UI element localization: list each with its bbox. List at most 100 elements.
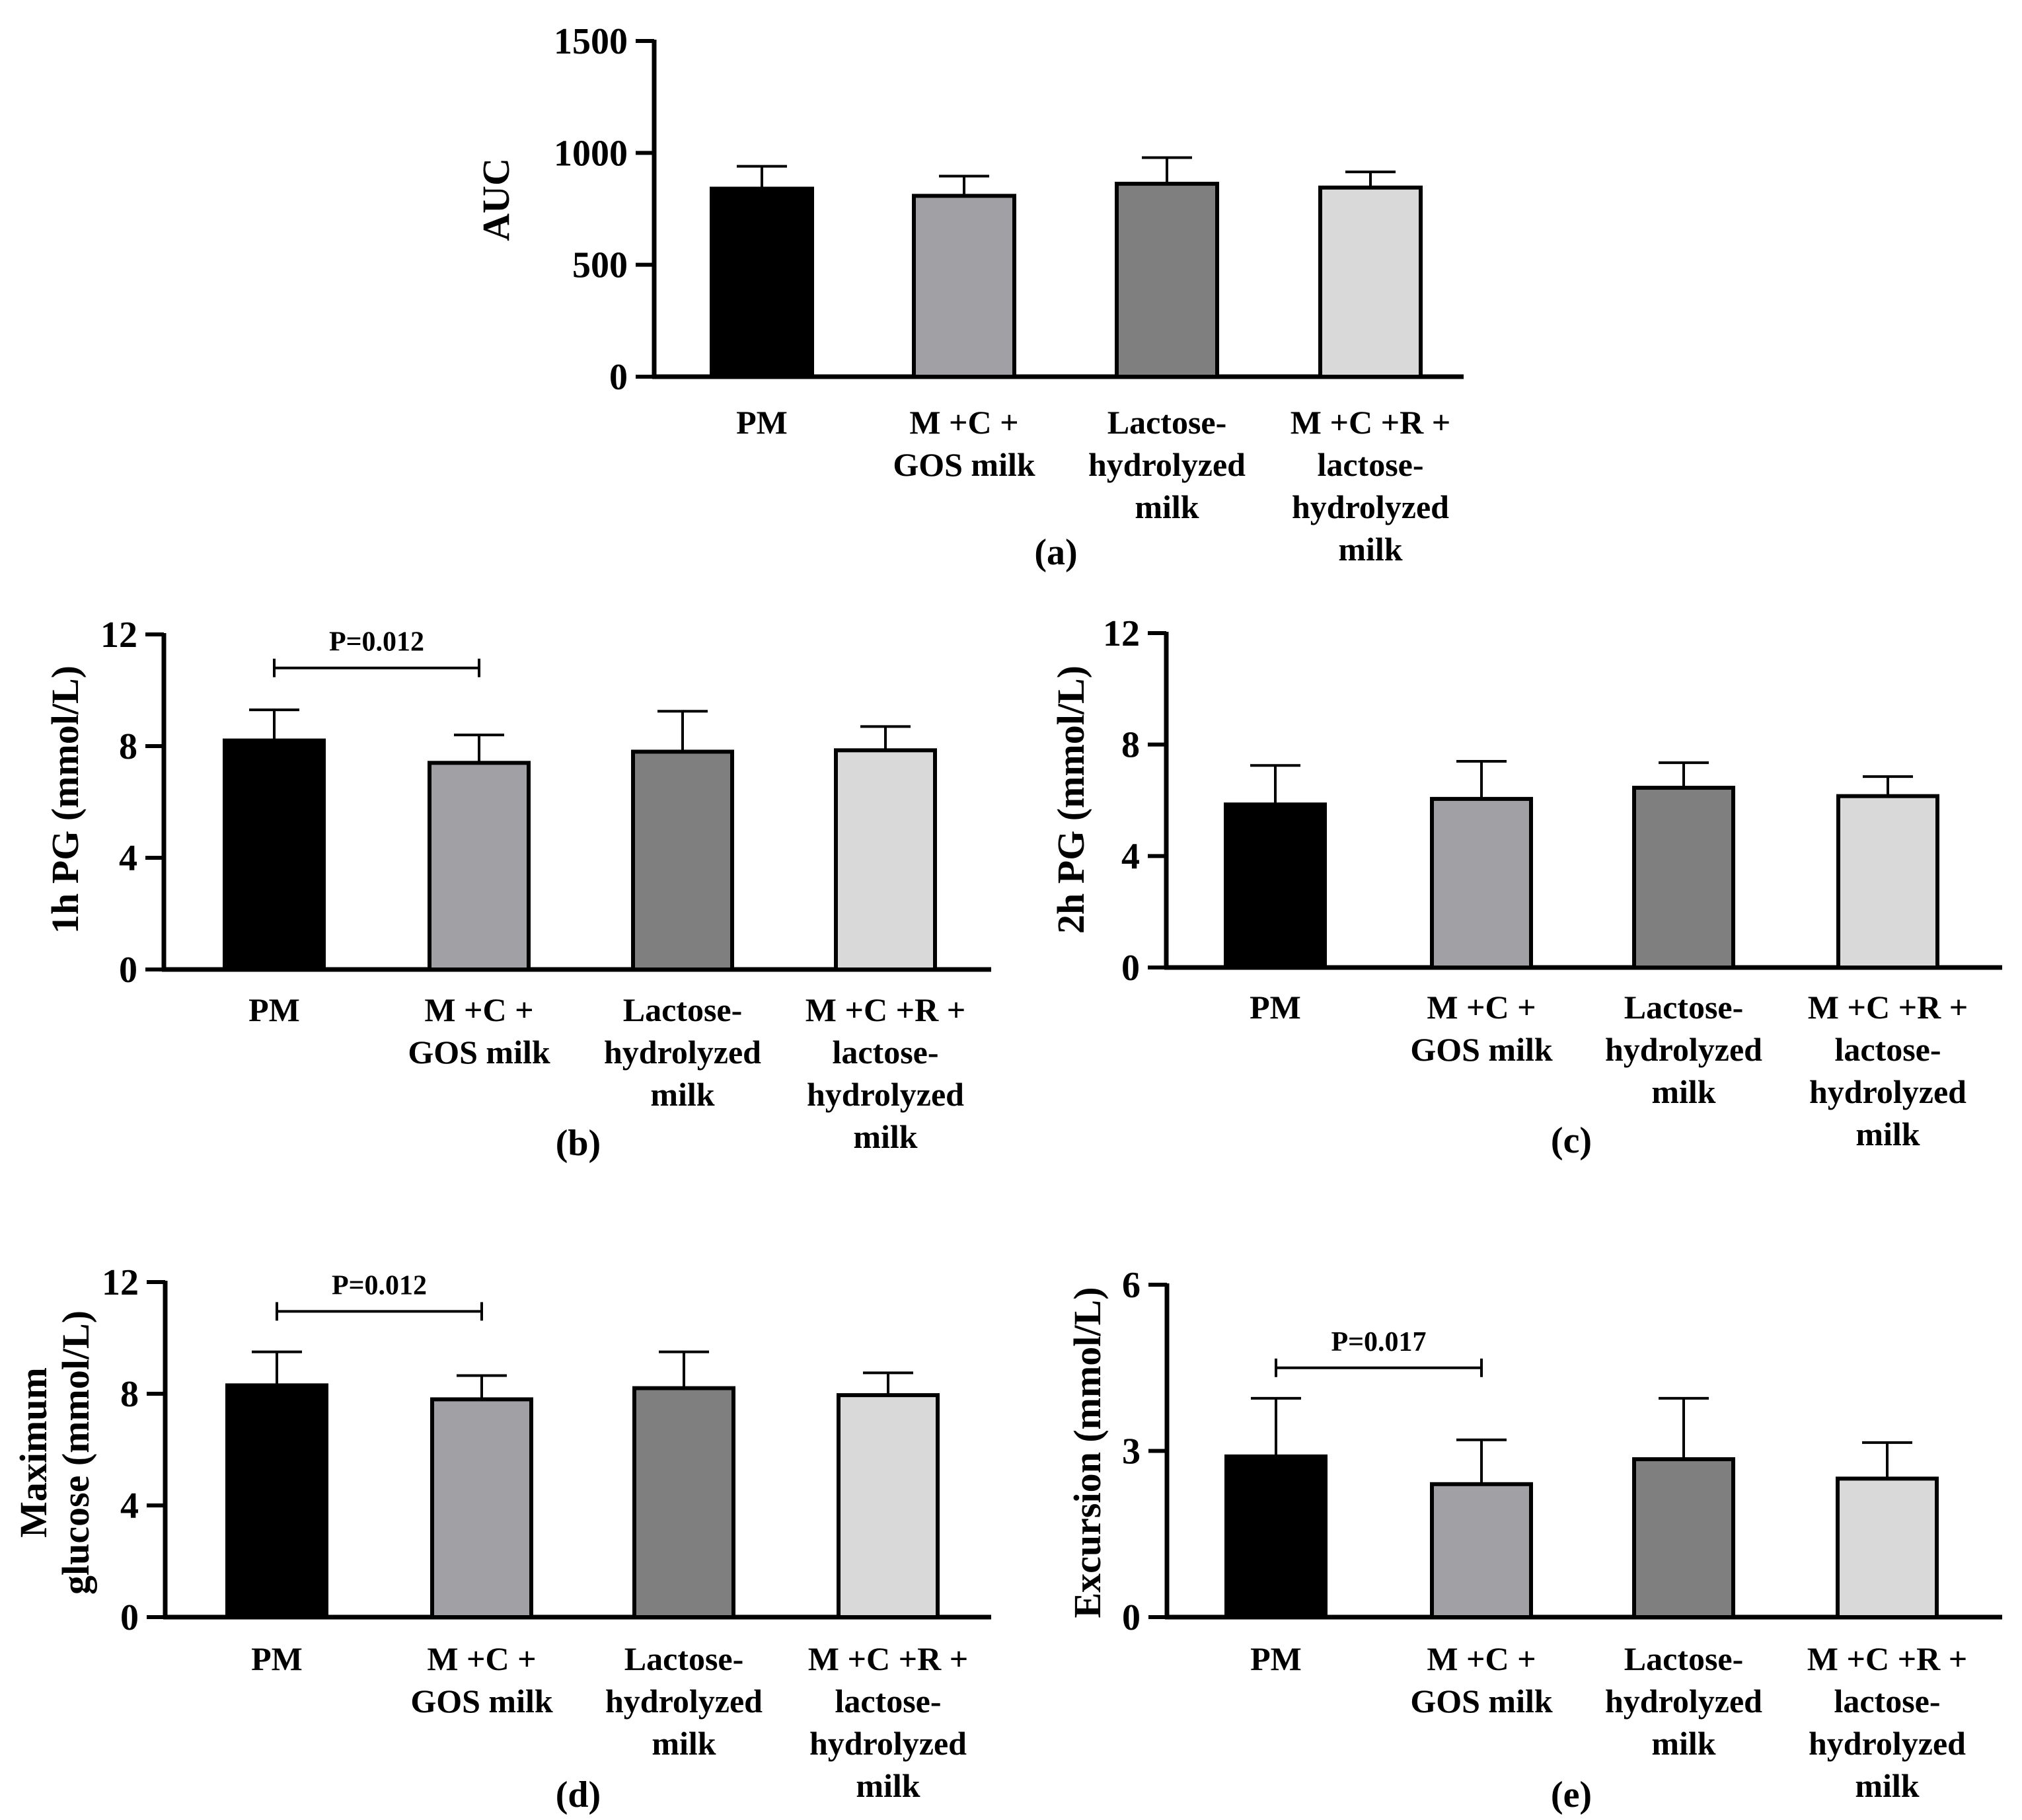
y-axis-title-line: AUC [474,158,517,241]
category-label-line: milk [1855,1767,1919,1804]
significance-label: P=0.012 [329,627,424,658]
y-axis-title-line: 1h PG (mmol/L) [44,665,87,934]
bar [1836,794,1939,970]
category-label-line: Lactose- [1107,404,1227,441]
category-label: PM [1250,989,1301,1026]
significance-label: P=0.017 [1331,1327,1426,1357]
category-label: Lactose-hydrolyzed milk [1605,989,1762,1110]
category-label: Lactose-hydrolyzed milk [605,1640,763,1762]
category-label-line: hydrolyzed [1605,1031,1762,1068]
bar [223,738,326,972]
category-label: M +C +R + lactose-hydrolyzed milk [805,991,965,1155]
category-label: Lactose-hydrolyzed milk [604,991,761,1113]
bar [1836,1476,1939,1620]
bar [225,1383,328,1619]
y-tick-label: 0 [1121,948,1140,989]
y-axis-title: Excursion (mmol/L) [1066,1287,1109,1618]
y-tick-label: 8 [1121,725,1140,766]
bar [834,748,937,972]
significance-label: P=0.012 [332,1270,427,1301]
y-axis-title-line: 2h PG (mmol/L) [1049,665,1092,934]
category-label-line: PM [736,404,788,441]
category-label-line: GOS milk [408,1034,550,1071]
category-label-line: milk [856,1767,920,1804]
category-label-line: milk [1338,531,1402,568]
y-tick-label: 8 [119,726,137,767]
bar [1430,1482,1533,1620]
category-label: Lactose-hydrolyzed milk [1088,404,1246,525]
category-label-line: M +C +R + [805,991,965,1028]
category-label-line: PM [1250,989,1301,1026]
category-label-line: milk [1651,1725,1715,1762]
panel-label: (c) [1551,1120,1592,1161]
category-label: M +C + GOS milk [408,991,550,1071]
category-label-line: Lactose- [623,991,743,1028]
category-label: PM [248,991,300,1028]
category-label: PM [1250,1640,1302,1677]
category-label-line: M +C + [427,1640,536,1677]
bar [1224,802,1327,969]
bar [1115,182,1219,379]
category-label-line: hydrolyzed [1605,1683,1762,1720]
category-label-line: M +C + [1427,989,1536,1026]
category-label-line: M +C +R + [1291,404,1450,441]
y-tick-label: 1500 [554,21,628,62]
bar [430,1397,533,1619]
category-label-line: milk [650,1076,714,1113]
y-tick-label: 12 [1103,613,1140,654]
category-label-line: M +C +R + [808,1640,968,1677]
category-label-line: lactose- [1834,1683,1940,1720]
category-label: M +C +R + lactose-hydrolyzed milk [1808,989,1968,1153]
y-axis-title: 1h PG (mmol/L) [44,665,87,934]
y-tick-label: 0 [119,950,137,991]
y-tick-label: 8 [120,1374,139,1415]
category-label-line: lactose- [832,1034,938,1071]
category-label: Lactose-hydrolyzed milk [1605,1640,1762,1762]
category-label-line: milk [1855,1116,1920,1153]
category-label-line: milk [652,1725,716,1762]
bar [1430,796,1533,970]
panel-a-auc-chart: 0 500 1000 1500 AUC PM M +C + GOS milk Lactose-h… [474,21,1464,573]
category-label-line: hydrolyzed [1088,446,1246,483]
category-label-line: M +C +R + [1807,1640,1967,1677]
category-label: M +C + GOS milk [1410,1640,1553,1720]
category-label-line: lactose- [1317,446,1423,483]
category-label: M +C + GOS milk [1410,989,1553,1068]
category-label: M +C +R + lactose-hydrolyzed milk [808,1640,968,1804]
y-axis-title: AUC [474,158,517,241]
y-axis-title: 2h PG (mmol/L) [1049,665,1092,934]
bar [912,194,1016,379]
y-axis-title: Maximumglucose (mmol/L) [12,1310,97,1595]
y-tick-label: 12 [100,615,137,656]
y-axis-title-line: Excursion (mmol/L) [1066,1287,1109,1618]
category-label-line: PM [248,991,300,1028]
y-tick-label: 500 [572,245,628,286]
bar [710,186,814,379]
y-tick-label: 12 [102,1262,139,1303]
category-label-line: GOS milk [1410,1683,1553,1720]
panel-e-excursion-chart: 0 3 6 Excursion (mmol/L) PM M +C + GOS milk Lac… [1066,1265,2002,1815]
category-label: M +C + GOS milk [410,1640,553,1720]
panel-c-2h-pg-chart: 0 4 8 12 2h PG (mmol/L) PM M +C + GOS milk Lacto… [1049,613,2002,1161]
bar [837,1393,940,1620]
y-axis-title-line: glucose (mmol/L) [54,1310,97,1595]
y-tick-label: 4 [120,1486,139,1527]
panel-label: (d) [556,1774,601,1815]
category-label: M +C + GOS milk [893,404,1035,483]
category-label-line: Lactose- [624,1640,744,1677]
bar [428,761,531,971]
category-label: M +C +R + lactose-hydrolyzed milk [1807,1640,1967,1804]
bar [632,1386,735,1620]
y-tick-label: 6 [1122,1265,1141,1306]
category-label: PM [251,1640,303,1677]
category-label-line: hydrolyzed [1809,1073,1966,1110]
category-label-line: GOS milk [410,1683,553,1720]
category-label-line: hydrolyzed [605,1683,763,1720]
category-label-line: Lactose- [1624,989,1744,1026]
y-tick-label: 0 [120,1597,139,1638]
category-label-line: lactose- [1834,1031,1941,1068]
category-label-line: milk [1651,1073,1715,1110]
category-label: M +C +R + lactose-hydrolyzed milk [1291,404,1450,568]
bar [1632,786,1735,970]
